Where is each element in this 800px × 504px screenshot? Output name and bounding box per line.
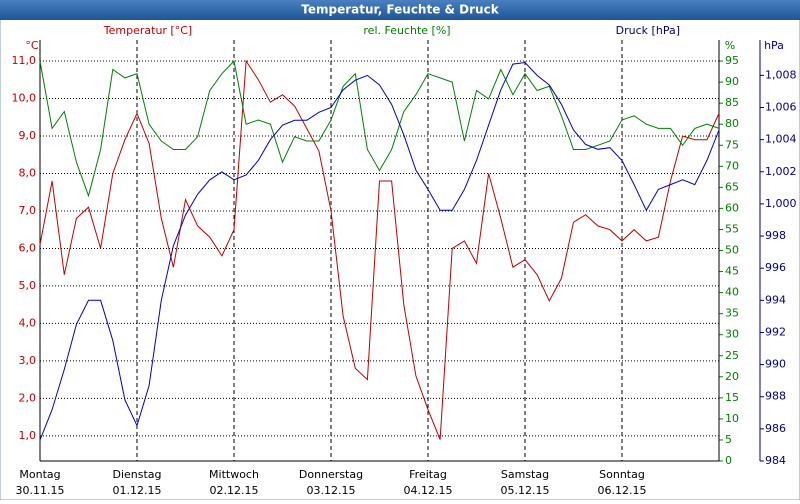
y2-tick-label: 10 xyxy=(725,412,739,425)
y2-tick-label: 80 xyxy=(725,117,739,130)
y-tick-label: 5,0 xyxy=(19,279,37,292)
x-tick-label: Samstag xyxy=(501,468,549,481)
y2-tick-label: 90 xyxy=(725,75,739,88)
x-tick-label: Dienstag xyxy=(112,468,161,481)
x-tick-label: Donnerstag xyxy=(299,468,363,481)
y2-tick-label: 55 xyxy=(725,222,739,235)
y2-tick-label: 75 xyxy=(725,138,739,151)
y2-tick-label: 95 xyxy=(725,54,739,67)
x-tick-date: 01.12.15 xyxy=(113,484,162,497)
chart-title: Temperatur, Feuchte & Druck xyxy=(301,3,499,17)
x-tick-date: 30.11.15 xyxy=(16,484,65,497)
x-tick-date: 05.12.15 xyxy=(501,484,550,497)
y3-tick-label: 992 xyxy=(765,325,786,338)
x-tick-date: 03.12.15 xyxy=(307,484,356,497)
y2-unit: % xyxy=(725,39,735,52)
x-tick-date: 04.12.15 xyxy=(404,484,453,497)
x-tick-label: Montag xyxy=(19,468,60,481)
y3-tick-label: 990 xyxy=(765,358,786,371)
y2-tick-label: 65 xyxy=(725,180,739,193)
y-tick-label: 2,0 xyxy=(19,391,37,404)
y3-tick-label: 988 xyxy=(765,390,786,403)
y2-tick-label: 20 xyxy=(725,370,739,383)
y2-tick-label: 25 xyxy=(725,349,739,362)
y2-tick-label: 70 xyxy=(725,159,739,172)
y2-tick-label: 50 xyxy=(725,244,739,257)
y3-tick-label: 1,006 xyxy=(765,100,797,113)
y-tick-label: 8,0 xyxy=(19,166,37,179)
y-tick-label: 6,0 xyxy=(19,241,37,254)
y-tick-label: 4,0 xyxy=(19,316,37,329)
y2-tick-label: 5 xyxy=(725,433,732,446)
series-line xyxy=(39,59,720,440)
y3-tick-label: 986 xyxy=(765,422,786,435)
y-tick-label: 7,0 xyxy=(19,204,37,217)
x-tick-label: Mittwoch xyxy=(209,468,259,481)
y-tick-label: 10,0 xyxy=(12,91,37,104)
y-tick-label: 11,0 xyxy=(12,54,37,67)
x-tick-label: Sonntag xyxy=(599,468,645,481)
y3-tick-label: 996 xyxy=(765,261,786,274)
y3-tick-label: 1,008 xyxy=(765,68,797,81)
x-tick-date: 02.12.15 xyxy=(210,484,259,497)
y2-tick-label: 45 xyxy=(725,265,739,278)
y3-axis-label: Druck [hPa] xyxy=(616,24,680,37)
y2-tick-label: 85 xyxy=(725,96,739,109)
x-tick-label: Freitag xyxy=(409,468,447,481)
y3-unit: hPa xyxy=(764,39,784,52)
y3-tick-label: 1,000 xyxy=(765,197,797,210)
y2-tick-label: 0 xyxy=(725,454,732,467)
y3-tick-label: 1,004 xyxy=(765,133,797,146)
y2-tick-label: 60 xyxy=(725,201,739,214)
y-unit: °C xyxy=(25,39,39,52)
y2-tick-label: 15 xyxy=(725,391,739,404)
series-line xyxy=(39,61,720,441)
y3-tick-label: 994 xyxy=(765,293,786,306)
y2-tick-label: 30 xyxy=(725,328,739,341)
series-line xyxy=(39,60,720,198)
y2-tick-label: 35 xyxy=(725,307,739,320)
title-bar xyxy=(0,0,800,20)
y-axis-label: Temperatur [°C] xyxy=(103,24,192,37)
y-tick-label: 9,0 xyxy=(19,129,37,142)
y3-tick-label: 1,002 xyxy=(765,165,797,178)
y-tick-label: 1,0 xyxy=(19,429,37,442)
y3-tick-label: 984 xyxy=(765,454,786,467)
x-tick-date: 06.12.15 xyxy=(598,484,647,497)
y2-axis-label: rel. Feuchte [%] xyxy=(363,24,450,37)
y2-tick-label: 40 xyxy=(725,286,739,299)
y-tick-label: 3,0 xyxy=(19,354,37,367)
y3-tick-label: 998 xyxy=(765,229,786,242)
